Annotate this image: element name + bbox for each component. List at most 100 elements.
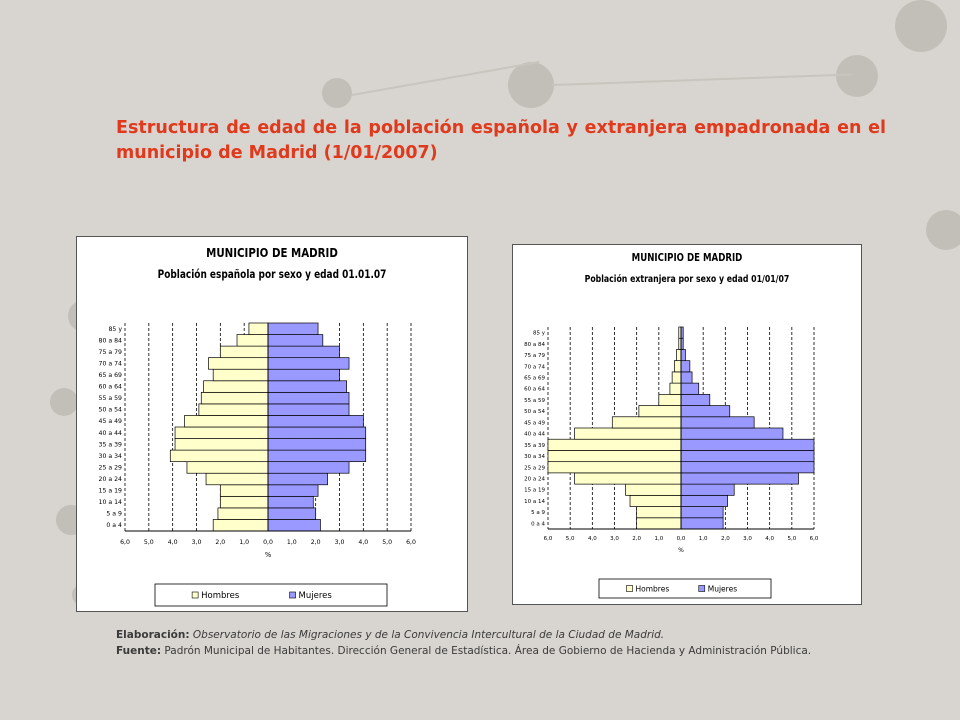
bar-hombres	[248, 322, 269, 335]
bar-mujeres	[680, 360, 691, 373]
bar-hombres	[208, 357, 269, 370]
category-label: 85 y	[108, 326, 122, 333]
x-tick-label: 6,0	[544, 536, 553, 542]
bar-hombres	[169, 449, 269, 463]
bar-hombres	[547, 450, 682, 463]
category-label: 40 a 44	[524, 432, 545, 438]
bar-hombres	[611, 416, 682, 429]
category-label: 15 a 19	[99, 488, 123, 495]
legend-label-mujeres: Mujeres	[299, 591, 333, 601]
category-label: 60 a 64	[524, 387, 545, 393]
category-label: 30 a 34	[99, 453, 123, 460]
bar-mujeres	[267, 380, 348, 393]
spanish-population-pyramid: MUNICIPIO DE MADRID Población española po…	[99, 245, 416, 607]
category-label: 35 a 39	[524, 443, 545, 449]
category-label: 50 a 54	[524, 409, 545, 415]
footer-elaboration: Elaboración: Observatorio de las Migraci…	[116, 627, 906, 643]
bar-hombres	[547, 461, 682, 474]
category-label: 40 a 44	[99, 430, 123, 437]
category-label: 20 a 24	[99, 476, 123, 483]
bar-mujeres	[680, 393, 711, 406]
bar-hombres	[212, 519, 269, 532]
bar-mujeres	[680, 450, 815, 463]
category-label: 65 a 69	[524, 376, 545, 382]
chart-title: MUNICIPIO DE MADRID	[632, 252, 743, 264]
bar-hombres	[658, 393, 682, 406]
x-tick-label: 2,0	[311, 539, 321, 546]
category-label: 5 a 9	[106, 511, 122, 518]
x-tick-label: 3,0	[743, 536, 752, 542]
bar-hombres	[219, 484, 269, 497]
chart-subtitle: Población española por sexo y edad 01.01…	[158, 268, 387, 281]
bar-mujeres	[680, 506, 724, 519]
legend-box	[154, 583, 388, 607]
category-label: 15 a 19	[524, 488, 545, 494]
bar-mujeres	[267, 438, 367, 451]
decor-circle	[926, 210, 960, 250]
legend-swatch-hombres	[626, 585, 633, 592]
bar-hombres	[203, 380, 269, 393]
bar-mujeres	[267, 334, 324, 347]
category-label: 70 a 74	[99, 360, 123, 367]
chart-title: MUNICIPIO DE MADRID	[206, 245, 338, 260]
category-label: 45 a 49	[524, 420, 545, 426]
bar-mujeres	[267, 403, 350, 416]
x-tick-label: 3,0	[192, 539, 202, 546]
legend-box	[598, 578, 772, 599]
legend-label-mujeres: Mujeres	[708, 585, 737, 594]
bar-hombres	[574, 472, 682, 485]
x-tick-label: 2,0	[215, 539, 225, 546]
category-label: 55 a 59	[524, 398, 545, 404]
bar-mujeres	[267, 484, 319, 497]
bar-mujeres	[680, 349, 686, 362]
x-axis-label: %	[678, 547, 684, 554]
footer-source-label: Fuente:	[116, 645, 162, 657]
bar-mujeres	[267, 357, 350, 370]
x-tick-label: 1,0	[699, 536, 708, 542]
bar-mujeres	[267, 426, 367, 439]
category-label: 85 y	[533, 331, 546, 337]
decor-line	[552, 73, 852, 86]
legend-label-hombres: Hombres	[201, 591, 240, 601]
footer-elaboration-text: Observatorio de las Migraciones y de la …	[192, 629, 665, 641]
x-tick-label: 0,0	[263, 539, 273, 546]
category-label: 70 a 74	[524, 364, 545, 370]
bar-mujeres	[680, 483, 735, 496]
decor-circle	[508, 62, 554, 108]
page-title: Estructura de edad de la población españ…	[116, 118, 886, 163]
category-label: 75 a 79	[99, 349, 123, 356]
bar-mujeres	[680, 371, 693, 384]
bar-mujeres	[680, 438, 815, 451]
x-tick-label: 3,0	[610, 536, 619, 542]
x-axis-label: %	[265, 551, 271, 559]
category-label: 50 a 54	[99, 407, 123, 414]
bar-hombres	[184, 415, 269, 428]
category-label: 0 a 4	[106, 522, 122, 529]
footer-elaboration-label: Elaboración:	[116, 629, 190, 641]
x-tick-label: 2,0	[721, 536, 730, 542]
bar-mujeres	[680, 472, 799, 485]
category-label: 75 a 79	[524, 353, 545, 359]
bar-mujeres	[267, 449, 367, 463]
bar-mujeres	[267, 461, 350, 474]
bar-mujeres	[267, 495, 314, 509]
bar-hombres	[174, 438, 269, 451]
bar-hombres	[574, 427, 682, 440]
bar-mujeres	[680, 461, 815, 474]
category-label: 60 a 64	[99, 384, 123, 391]
category-label: 0 a 4	[531, 521, 545, 527]
x-tick-label: 3,0	[335, 539, 345, 546]
x-tick-label: 5,0	[787, 536, 796, 542]
bar-hombres	[547, 438, 682, 451]
category-label: 30 a 34	[524, 454, 545, 460]
x-tick-label: 4,0	[168, 539, 178, 546]
x-tick-label: 6,0	[810, 536, 819, 542]
x-tick-label: 0,0	[677, 536, 686, 542]
x-tick-label: 4,0	[588, 536, 597, 542]
bar-hombres	[198, 403, 269, 416]
category-label: 55 a 59	[99, 395, 123, 402]
x-tick-label: 1,0	[654, 536, 663, 542]
spanish-population-chart-panel: MUNICIPIO DE MADRID Población española po…	[76, 236, 468, 612]
legend-label-hombres: Hombres	[636, 585, 670, 594]
x-tick-label: 6,0	[406, 539, 416, 546]
